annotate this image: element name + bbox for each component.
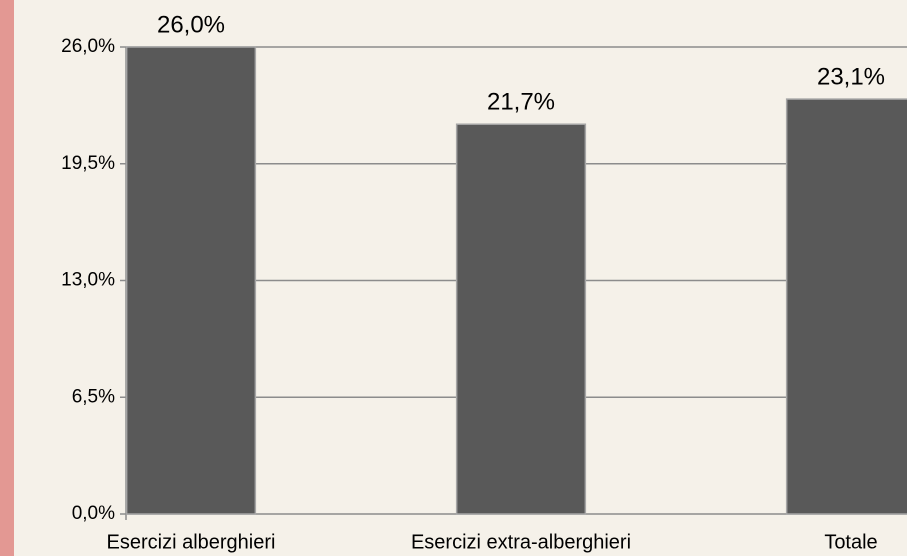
bar [455,123,587,515]
y-tick-label: 6,5% [72,386,115,407]
value-label: 23,1% [817,63,885,90]
bar [125,46,257,515]
y-tick-label: 19,5% [61,153,115,174]
y-tick-label: 0,0% [72,503,115,524]
x-tick-label: Totale [824,531,877,553]
value-label: 21,7% [487,89,555,116]
bar [785,98,907,515]
y-tick-label: 26,0% [61,36,115,57]
side-strip [0,0,14,556]
x-tick-label: Esercizi alberghieri [107,531,276,553]
value-label: 26,0% [157,11,225,38]
x-tick-label: Esercizi extra-alberghieri [411,531,631,553]
y-tick-label: 13,0% [61,270,115,291]
